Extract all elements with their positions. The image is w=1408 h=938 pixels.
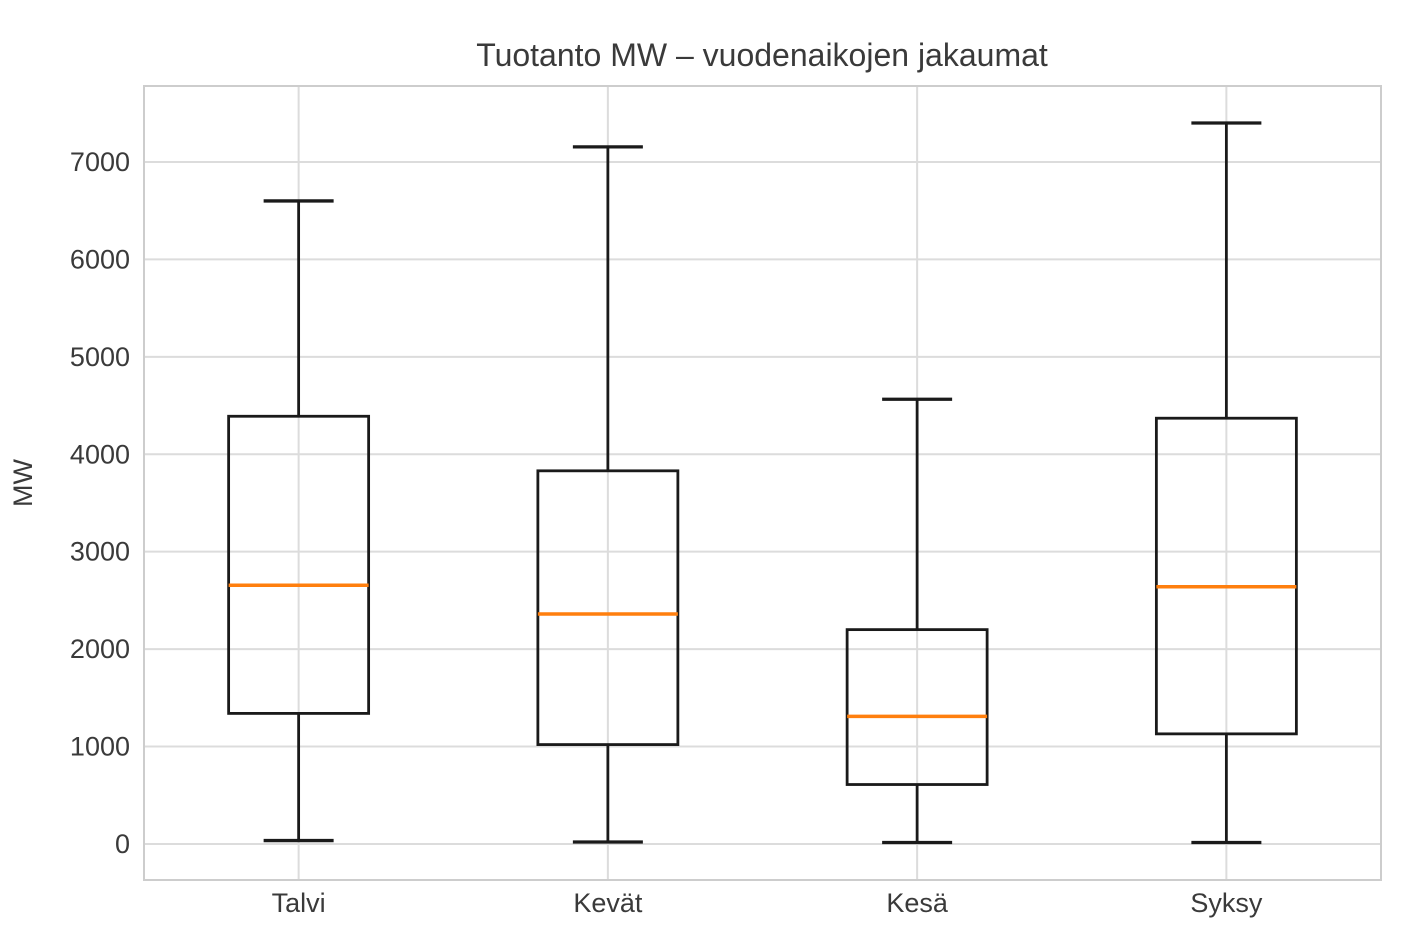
iqr-box xyxy=(227,414,371,715)
box-syksy xyxy=(1154,121,1298,845)
iqr-box xyxy=(536,469,680,746)
x-tick-label: Kevät xyxy=(573,888,643,918)
box-talvi xyxy=(227,199,371,843)
y-tick-label: 6000 xyxy=(70,244,130,274)
y-tick-label: 2000 xyxy=(70,634,130,664)
y-tick-label: 3000 xyxy=(70,537,130,567)
x-tick-label: Syksy xyxy=(1190,888,1263,918)
plot-border-rect xyxy=(143,85,1382,881)
y-tick-label: 1000 xyxy=(70,732,130,762)
y-tick-label: 0 xyxy=(115,829,130,859)
tick-labels: 0 1000 2000 3000 4000 5000 6000 7000 Talvi Kevät K… xyxy=(70,147,1263,918)
plot-border xyxy=(143,85,1382,881)
x-tick-label: Talvi xyxy=(272,888,326,918)
box-kesä xyxy=(845,397,989,845)
chart-title: Tuotanto MW – vuodenaikojen jakaumat xyxy=(476,37,1048,73)
y-tick-label: 7000 xyxy=(70,147,130,177)
iqr-box xyxy=(1154,416,1298,736)
boxplot-glyphs xyxy=(227,121,1298,845)
iqr-box xyxy=(845,628,989,786)
y-tick-label: 5000 xyxy=(70,342,130,372)
x-tick-label: Kesä xyxy=(886,888,949,918)
box-kevät xyxy=(536,145,680,844)
gridlines xyxy=(144,86,1381,880)
y-axis-label: MW xyxy=(8,459,38,507)
y-tick-label: 4000 xyxy=(70,439,130,469)
